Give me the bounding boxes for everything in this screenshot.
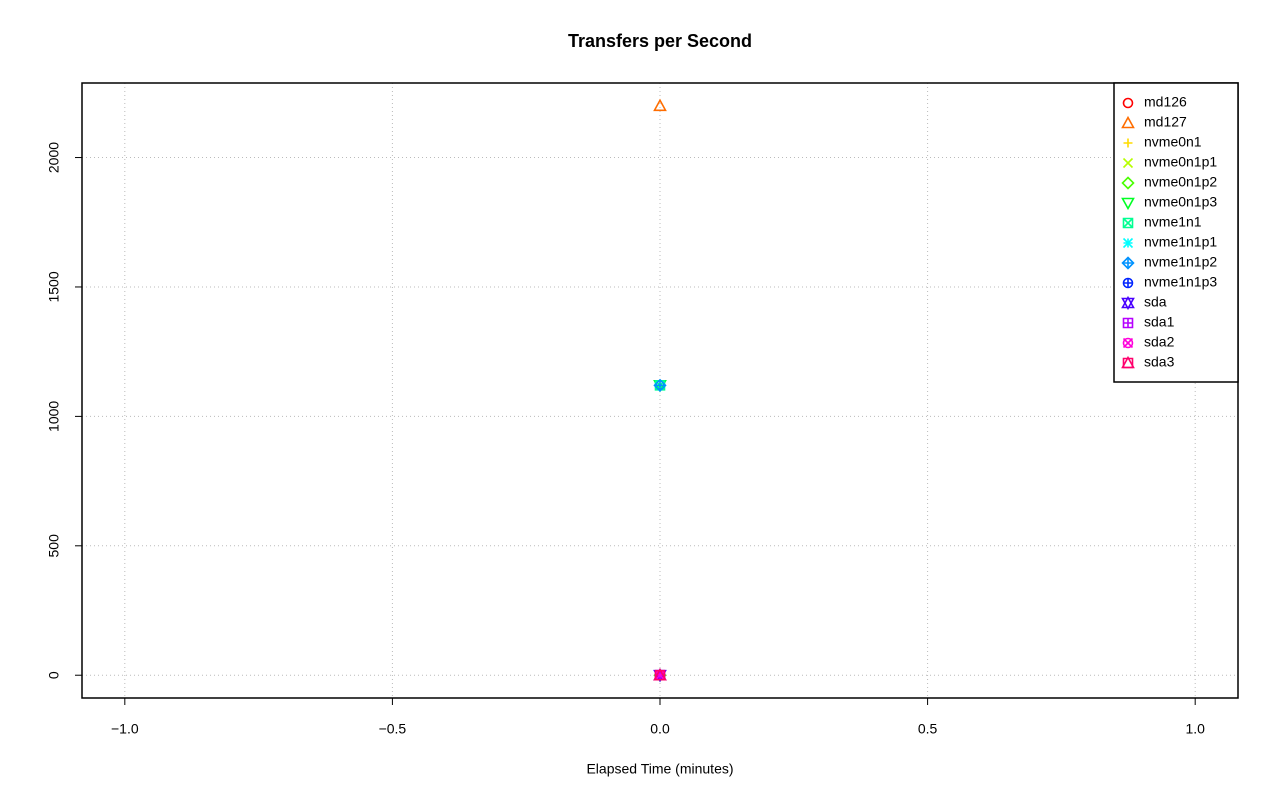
point	[653, 378, 667, 392]
legend-label: nvme0n1p3	[1144, 194, 1217, 210]
marker-part	[653, 98, 667, 112]
legend-label: nvme1n1p3	[1144, 274, 1217, 290]
point	[653, 98, 667, 112]
legend-marker	[1121, 355, 1135, 369]
marker-part	[653, 668, 667, 681]
legend-marker	[1122, 237, 1134, 249]
legend-label: nvme0n1p1	[1144, 154, 1217, 170]
marker-part	[1121, 297, 1135, 311]
y-tick-label: 2000	[46, 142, 62, 173]
marker-part	[654, 670, 666, 681]
legend-label: nvme1n1p1	[1144, 234, 1217, 250]
x-tick-label: 0.5	[918, 721, 938, 737]
y-tick-label: 1500	[46, 271, 62, 302]
marker-part	[1121, 256, 1135, 270]
y-tick-label: 500	[46, 534, 62, 558]
point	[653, 668, 667, 681]
marker-part	[1122, 237, 1134, 249]
legend-marker	[1122, 277, 1134, 289]
marker-part	[1122, 337, 1134, 349]
legend-label: sda2	[1144, 334, 1175, 350]
legend-box	[1113, 82, 1239, 383]
x-axis-label: Elapsed Time (minutes)	[586, 761, 733, 777]
marker-part	[1121, 197, 1135, 211]
legend-label: sda	[1144, 294, 1167, 310]
marker-part	[1123, 258, 1133, 268]
legend-label: nvme0n1	[1144, 134, 1202, 150]
marker-part	[1122, 317, 1134, 329]
marker-part	[1123, 318, 1133, 328]
x-tick-label: −1.0	[111, 721, 139, 737]
marker-part	[1121, 115, 1135, 129]
marker-part	[1123, 278, 1133, 288]
legend-marker	[1122, 217, 1134, 229]
legend-label: md127	[1144, 114, 1187, 130]
legend-label: nvme1n1p2	[1144, 254, 1217, 270]
marker-part	[1122, 337, 1134, 349]
marker-part	[1121, 176, 1135, 190]
legend-label: sda3	[1144, 354, 1175, 370]
y-tick-label: 0	[46, 671, 62, 679]
x-tick-label: −0.5	[379, 721, 407, 737]
legend-label: sda1	[1144, 314, 1175, 330]
legend-marker	[1122, 97, 1134, 109]
marker-part	[1122, 157, 1134, 169]
x-tick-label: 0.0	[650, 721, 670, 737]
legend-label: md126	[1144, 94, 1187, 110]
marker-part	[1121, 355, 1135, 369]
legend-marker	[1122, 317, 1134, 329]
legend-marker	[1121, 176, 1135, 190]
marker-part	[655, 380, 665, 390]
marker-part	[653, 378, 667, 392]
legend-marker	[1122, 157, 1134, 169]
legend-label: nvme0n1p2	[1144, 174, 1217, 190]
marker-part	[1122, 97, 1134, 109]
marker-part	[1123, 138, 1133, 148]
legend-marker	[1121, 256, 1135, 270]
legend-marker	[1121, 197, 1135, 211]
y-tick-label: 1000	[46, 401, 62, 432]
legend-marker	[1121, 115, 1135, 129]
legend-marker	[1122, 337, 1134, 349]
legend-marker	[1121, 295, 1135, 311]
legend-label: nvme1n1	[1144, 214, 1202, 230]
chart-title: Transfers per Second	[568, 31, 752, 51]
x-tick-label: 1.0	[1185, 721, 1205, 737]
legend-marker	[1123, 138, 1133, 148]
plot-frame	[81, 82, 1239, 699]
marker-part	[1122, 217, 1134, 229]
